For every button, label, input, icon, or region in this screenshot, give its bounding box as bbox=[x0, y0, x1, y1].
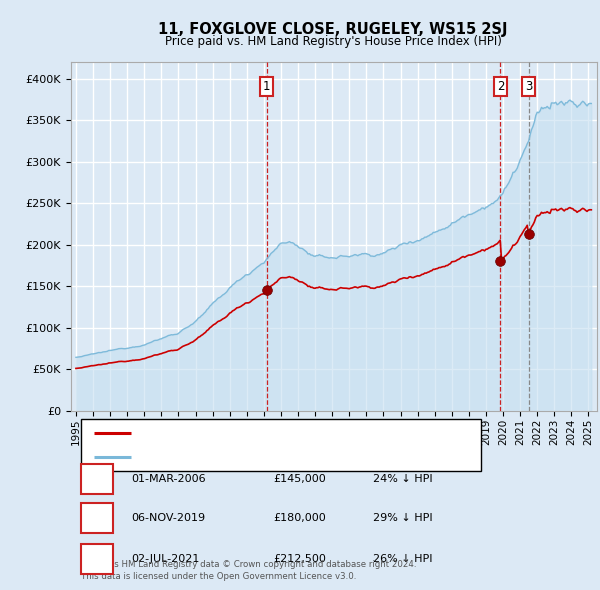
Text: HPI: Average price, detached house, Cannock Chase: HPI: Average price, detached house, Cann… bbox=[139, 452, 413, 462]
Bar bbox=[82, 464, 113, 494]
Text: 3: 3 bbox=[525, 80, 532, 93]
Bar bbox=[82, 419, 481, 470]
Text: 11, FOXGLOVE CLOSE, RUGELEY, WS15 2SJ: 11, FOXGLOVE CLOSE, RUGELEY, WS15 2SJ bbox=[158, 22, 508, 37]
Text: 3: 3 bbox=[93, 552, 101, 566]
Text: 2: 2 bbox=[93, 512, 101, 525]
Text: £180,000: £180,000 bbox=[274, 513, 326, 523]
Text: Price paid vs. HM Land Registry's House Price Index (HPI): Price paid vs. HM Land Registry's House … bbox=[164, 35, 502, 48]
Text: 26% ↓ HPI: 26% ↓ HPI bbox=[373, 554, 433, 564]
Text: 24% ↓ HPI: 24% ↓ HPI bbox=[373, 474, 433, 484]
Text: Contains HM Land Registry data © Crown copyright and database right 2024.
This d: Contains HM Land Registry data © Crown c… bbox=[82, 560, 417, 581]
Text: 2: 2 bbox=[497, 80, 504, 93]
Text: 06-NOV-2019: 06-NOV-2019 bbox=[131, 513, 205, 523]
Bar bbox=[82, 544, 113, 574]
Bar bbox=[82, 503, 113, 533]
Text: £145,000: £145,000 bbox=[274, 474, 326, 484]
Text: 29% ↓ HPI: 29% ↓ HPI bbox=[373, 513, 433, 523]
Text: 11, FOXGLOVE CLOSE, RUGELEY, WS15 2SJ (detached house): 11, FOXGLOVE CLOSE, RUGELEY, WS15 2SJ (d… bbox=[139, 428, 458, 438]
Text: 01-MAR-2006: 01-MAR-2006 bbox=[131, 474, 206, 484]
Text: £212,500: £212,500 bbox=[274, 554, 326, 564]
Text: 02-JUL-2021: 02-JUL-2021 bbox=[131, 554, 200, 564]
Text: 1: 1 bbox=[93, 473, 101, 486]
Text: 1: 1 bbox=[263, 80, 271, 93]
